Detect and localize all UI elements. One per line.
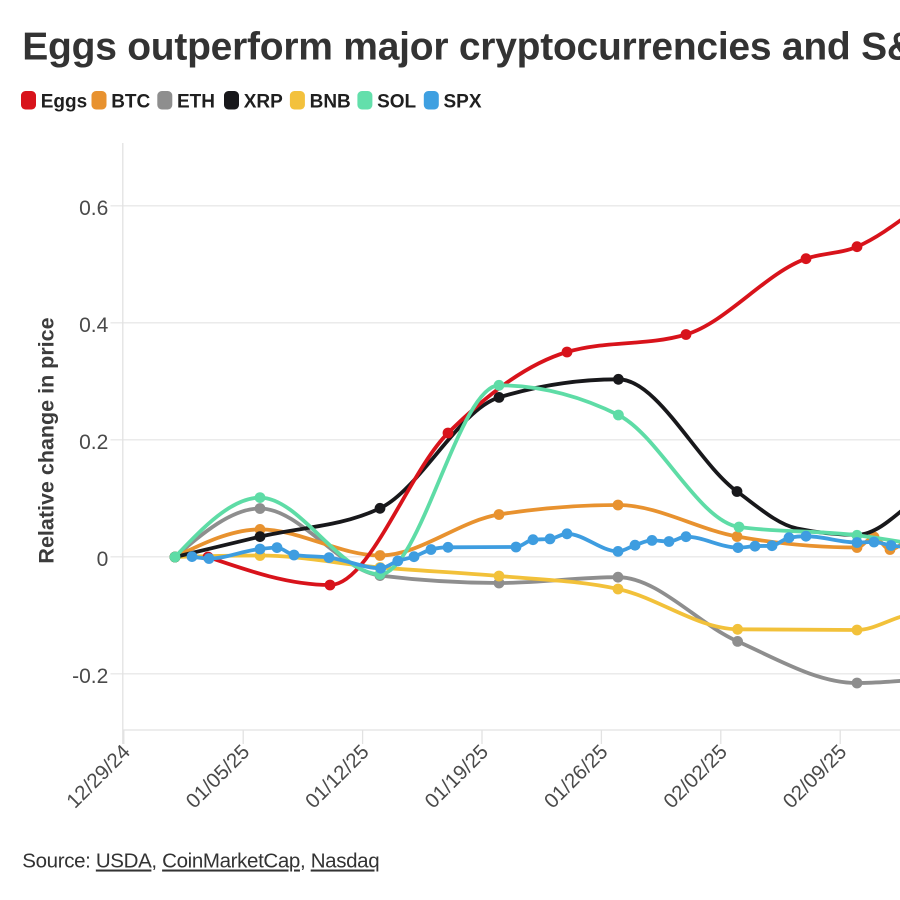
svg-text:BTC: BTC	[111, 91, 150, 112]
svg-text:0: 0	[97, 548, 109, 571]
svg-text:Source: USDA, CoinMarketCap, N: Source: USDA, CoinMarketCap, Nasdaq	[22, 850, 379, 873]
svg-text:0.2: 0.2	[79, 431, 108, 454]
svg-text:ETH: ETH	[177, 91, 215, 112]
svg-text:SPX: SPX	[444, 91, 482, 112]
svg-text:BNB: BNB	[310, 91, 351, 112]
svg-text:SOL: SOL	[377, 91, 416, 112]
svg-text:-0.2: -0.2	[72, 665, 108, 688]
svg-text:Eggs outperform major cryptocu: Eggs outperform major cryptocurrencies a…	[22, 26, 900, 69]
svg-text:0.4: 0.4	[79, 314, 109, 337]
svg-text:Eggs: Eggs	[41, 91, 87, 112]
svg-text:XRP: XRP	[244, 91, 283, 112]
svg-text:Relative change in price: Relative change in price	[35, 317, 59, 563]
svg-text:0.6: 0.6	[79, 197, 108, 220]
